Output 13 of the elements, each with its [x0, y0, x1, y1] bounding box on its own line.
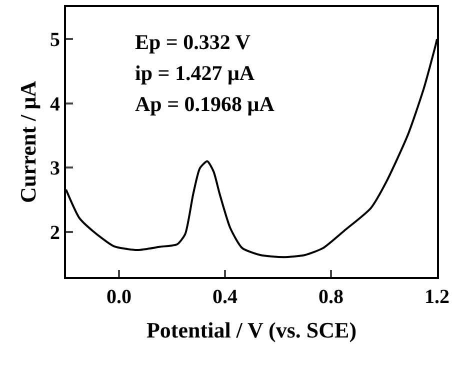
annotation: Ep = 0.332 V	[135, 30, 250, 54]
x-axis-title: Potential / V (vs. SCE)	[146, 317, 357, 342]
annotation: ip = 1.427 μA	[135, 61, 256, 85]
y-tick-label: 3	[50, 158, 60, 180]
y-tick-label: 4	[50, 93, 60, 116]
x-tick-label: 0.0	[106, 286, 132, 308]
y-tick-label: 5	[50, 29, 60, 52]
y-axis-title: Current / μA	[15, 80, 40, 204]
annotation: Ap = 0.1968 μA	[135, 92, 276, 116]
x-tick-label: 0.4	[212, 286, 238, 308]
x-tick-label: 1.2	[424, 286, 450, 308]
y-tick-label: 2	[50, 222, 60, 244]
x-tick-label: 0.8	[318, 286, 344, 308]
